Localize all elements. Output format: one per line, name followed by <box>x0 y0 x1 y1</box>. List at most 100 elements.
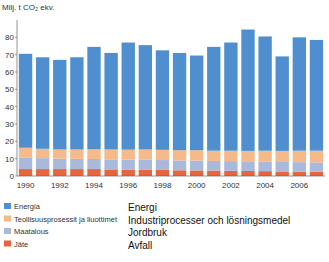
bar-segment <box>156 160 169 170</box>
y-tick-label: 60 <box>5 68 14 77</box>
y-tick-label: 20 <box>5 137 14 146</box>
bar-segment <box>224 171 237 176</box>
legend-swatch <box>4 228 11 234</box>
bar-segment <box>190 56 203 151</box>
y-tick-label: 40 <box>5 103 14 112</box>
bar-segment <box>87 149 100 159</box>
bar-segment <box>207 161 220 171</box>
bar-segment <box>36 158 49 169</box>
legend-label: Maatalous <box>14 227 49 236</box>
bar-segment <box>224 43 237 151</box>
x-tick-label: 1998 <box>154 181 172 190</box>
y-tick-label: 50 <box>5 85 14 94</box>
bar-segment <box>70 159 83 169</box>
bar-segment <box>190 161 203 171</box>
bar-segment <box>156 170 169 176</box>
x-axis <box>17 176 325 177</box>
bar-segment <box>104 149 117 159</box>
legend-translation: Industriprocesser och lösningsmedel <box>128 215 290 226</box>
bar-segment <box>104 53 117 150</box>
bar-segment <box>241 171 254 176</box>
bar-segment <box>293 172 306 176</box>
bar-segment <box>241 161 254 171</box>
y-tick-label: 10 <box>5 155 14 164</box>
bar-segment <box>87 47 100 149</box>
bar-segment <box>87 159 100 169</box>
bar-segment <box>122 43 135 150</box>
bar-segment <box>310 162 323 172</box>
bar-segment <box>276 171 289 176</box>
bar-segment <box>19 169 32 176</box>
bar-segment <box>36 57 49 149</box>
legend-label: Jäte <box>14 240 28 249</box>
bar-segment <box>70 57 83 149</box>
bar-segment <box>19 158 32 169</box>
bar-segment <box>104 159 117 169</box>
legend-translation: Energi <box>128 202 157 213</box>
bar-segment <box>207 47 220 151</box>
bar-segment <box>173 170 186 176</box>
bar-segment <box>70 169 83 176</box>
legend-swatch <box>4 216 11 222</box>
bar-segment <box>122 170 135 176</box>
y-tick-label: 70 <box>5 51 14 60</box>
bar-segment <box>241 30 254 151</box>
legend-label: Teollisuusprosessit ja liuottimet <box>14 215 118 224</box>
x-tick-label: 2000 <box>188 181 206 190</box>
bar-segment <box>224 161 237 171</box>
bar-segment <box>122 160 135 170</box>
x-tick-label: 2002 <box>222 181 240 190</box>
x-tick-label: 1992 <box>51 181 69 190</box>
bar-segment <box>139 45 152 149</box>
y-tick-label: 80 <box>5 33 14 42</box>
bar-segment <box>173 53 186 150</box>
bar-segment <box>139 149 152 159</box>
y-label: Milj. t CO₂ ekv. <box>2 3 54 12</box>
bar-segment <box>293 151 306 162</box>
bar-segment <box>310 40 323 151</box>
bar-segment <box>53 149 66 158</box>
y-tick-label: 0 <box>10 172 15 181</box>
bar-segment <box>53 60 66 150</box>
bar-segment <box>36 169 49 176</box>
legend-swatch <box>4 203 11 209</box>
bar-segment <box>53 169 66 176</box>
bar-segment <box>156 50 169 149</box>
chart: Milj. t CO₂ ekv.010203040506070801990199… <box>0 0 329 262</box>
bar-segment <box>173 160 186 170</box>
bars <box>19 30 323 176</box>
bar-segment <box>207 151 220 161</box>
x-tick-label: 1994 <box>85 181 103 190</box>
bar-segment <box>258 36 271 150</box>
legend-translation: Avfall <box>128 240 152 251</box>
x-tick-label: 1996 <box>119 181 137 190</box>
bar-segment <box>122 150 135 160</box>
bar-segment <box>190 170 203 176</box>
bar-segment <box>53 159 66 169</box>
bar-segment <box>19 148 32 158</box>
bar-segment <box>19 54 32 148</box>
legend-translation: Jordbruk <box>128 227 168 238</box>
bar-segment <box>190 150 203 160</box>
bar-segment <box>87 169 100 176</box>
bar-segment <box>104 169 117 176</box>
bar-segment <box>276 162 289 172</box>
x-tick-label: 2004 <box>256 181 274 190</box>
bar-segment <box>293 37 306 150</box>
legend-swatch <box>4 241 11 247</box>
x-tick-label: 2006 <box>290 181 308 190</box>
bar-segment <box>70 149 83 158</box>
y-tick-label: 30 <box>5 120 14 129</box>
bar-segment <box>310 151 323 163</box>
bar-segment <box>156 150 169 160</box>
bar-segment <box>36 149 49 158</box>
bar-segment <box>258 151 271 162</box>
bar-segment <box>224 151 237 161</box>
bar-segment <box>241 151 254 161</box>
bar-segment <box>207 171 220 176</box>
bar-segment <box>310 172 323 176</box>
bar-segment <box>293 162 306 172</box>
bar-segment <box>258 161 271 171</box>
legend-label: Energia <box>14 202 41 211</box>
bar-segment <box>139 160 152 170</box>
